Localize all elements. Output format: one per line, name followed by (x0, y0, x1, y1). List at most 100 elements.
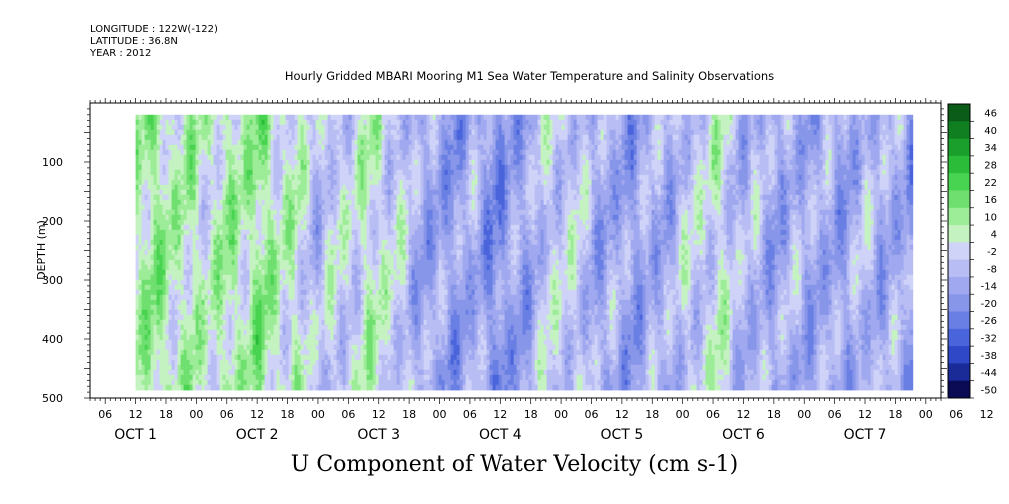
heatmap-cell (138, 269, 143, 276)
heatmap-cell (186, 374, 191, 381)
heatmap-cell (135, 119, 140, 126)
heatmap-cell (141, 339, 146, 346)
heatmap-cell (150, 149, 155, 156)
heatmap-cell (147, 344, 152, 351)
heatmap-cell (150, 354, 155, 361)
heatmap-cell (189, 264, 194, 271)
heatmap-cell (177, 224, 182, 231)
heatmap-cell (153, 334, 158, 341)
heatmap-cell (141, 164, 146, 171)
heatmap-cell (150, 384, 155, 391)
heatmap-cell (174, 119, 179, 126)
heatmap-cell (162, 114, 167, 121)
heatmap-cell (138, 384, 143, 391)
heatmap-cell (156, 209, 161, 216)
heatmap-cell (144, 249, 149, 256)
heatmap-cell (162, 194, 167, 201)
heatmap-cell (189, 359, 194, 366)
heatmap-cell (180, 289, 185, 296)
heatmap-cell (171, 324, 176, 331)
heatmap-cell (150, 334, 155, 341)
heatmap-cell (144, 139, 149, 146)
heatmap-cell (168, 274, 173, 281)
heatmap-cell (177, 249, 182, 256)
heatmap-cell (195, 184, 200, 191)
heatmap-cell (171, 164, 176, 171)
heatmap-cell (186, 144, 191, 151)
heatmap-cell (141, 259, 146, 266)
heatmap-cell (174, 189, 179, 196)
heatmap-cell (174, 249, 179, 256)
heatmap-cell (156, 259, 161, 266)
heatmap-cell (177, 294, 182, 301)
heatmap-cell (177, 114, 182, 121)
heatmap-cell (144, 209, 149, 216)
heatmap-cell (150, 129, 155, 136)
heatmap-cell (144, 184, 149, 191)
heatmap-cell (150, 209, 155, 216)
heatmap-cell (138, 154, 143, 161)
heatmap-cell (153, 124, 158, 131)
heatmap-cell (180, 249, 185, 256)
heatmap-cell (168, 234, 173, 241)
heatmap-cell (168, 174, 173, 181)
heatmap-cell (159, 134, 164, 141)
heatmap-cell (180, 319, 185, 326)
heatmap-cell (165, 294, 170, 301)
heatmap-cell (135, 284, 140, 291)
heatmap-cell (183, 124, 188, 131)
heatmap-cell (165, 214, 170, 221)
heatmap-cell (156, 354, 161, 361)
heatmap-cell (153, 349, 158, 356)
heatmap-cell (138, 144, 143, 151)
heatmap-cell (162, 244, 167, 251)
heatmap-cell (180, 354, 185, 361)
heatmap-cell (144, 134, 149, 141)
heatmap-cell (138, 184, 143, 191)
heatmap-cell (159, 129, 164, 136)
heatmap-cell (195, 124, 200, 131)
heatmap-cell (144, 284, 149, 291)
heatmap-cell (165, 364, 170, 371)
heatmap-cell (135, 184, 140, 191)
heatmap-cell (180, 349, 185, 356)
heatmap-cell (192, 244, 197, 251)
heatmap-cell (156, 264, 161, 271)
heatmap-cell (141, 199, 146, 206)
heatmap-cell (147, 359, 152, 366)
heatmap-cell (168, 359, 173, 366)
heatmap-cell (153, 129, 158, 136)
heatmap-cell (144, 224, 149, 231)
heatmap-cell (198, 149, 203, 156)
heatmap-cell (156, 159, 161, 166)
heatmap-cell (171, 114, 176, 121)
heatmap-cell (144, 229, 149, 236)
heatmap-cell (186, 284, 191, 291)
heatmap-cell (177, 284, 182, 291)
heatmap-cell (159, 374, 164, 381)
heatmap-cell (156, 164, 161, 171)
heatmap-cell (147, 159, 152, 166)
heatmap-cell (141, 244, 146, 251)
heatmap-cell (141, 174, 146, 181)
heatmap-cell (150, 274, 155, 281)
heatmap-cell (156, 359, 161, 366)
heatmap-cell (156, 334, 161, 341)
heatmap-cell (153, 354, 158, 361)
heatmap-cell (159, 234, 164, 241)
heatmap-cell (168, 164, 173, 171)
heatmap-cell (135, 274, 140, 281)
heatmap-cell (192, 324, 197, 331)
heatmap-cell (144, 374, 149, 381)
heatmap-cell (174, 204, 179, 211)
heatmap-cell (180, 264, 185, 271)
heatmap-cell (144, 114, 149, 121)
heatmap-cell (165, 349, 170, 356)
heatmap-cell (144, 199, 149, 206)
heatmap-cell (180, 189, 185, 196)
heatmap-cell (162, 174, 167, 181)
heatmap-cell (189, 249, 194, 256)
heatmap-cell (189, 154, 194, 161)
heatmap-cell (150, 144, 155, 151)
heatmap-cell (165, 174, 170, 181)
